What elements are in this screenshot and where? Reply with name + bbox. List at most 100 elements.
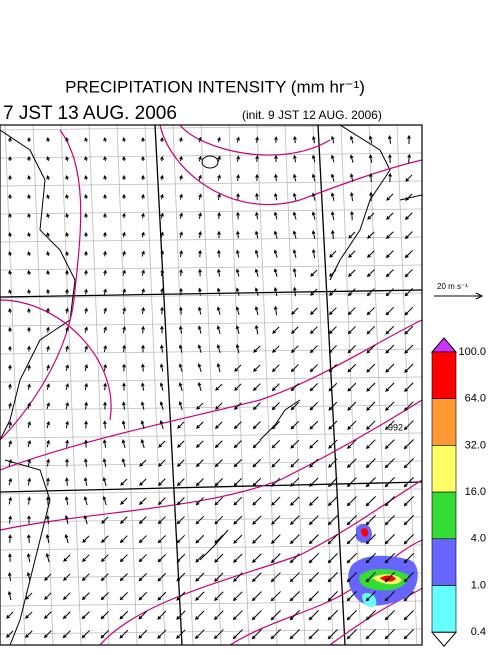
- contour-label: 992: [388, 422, 403, 432]
- wind-arrow: [103, 420, 107, 429]
- wind-arrow: [403, 534, 414, 545]
- grid-line: [4, 125, 26, 645]
- wind-arrow: [388, 172, 392, 183]
- wind-arrow: [292, 211, 297, 220]
- wind-arrow: [308, 591, 319, 602]
- wind-arrow: [176, 553, 186, 563]
- isobar: [229, 539, 422, 645]
- wind-arrow: [138, 516, 147, 525]
- grid-line: [0, 264, 422, 271]
- wind-arrow: [8, 553, 12, 562]
- wind-arrow: [255, 173, 259, 182]
- wind-arrow: [387, 135, 392, 144]
- wind-arrow: [214, 515, 224, 525]
- wind-arrow: [198, 268, 202, 277]
- wind-arrow: [252, 477, 262, 487]
- wind-arrow: [65, 194, 69, 200]
- coast: [0, 129, 76, 441]
- graticule: [0, 125, 422, 645]
- wind-arrow: [159, 420, 164, 430]
- wind-arrow: [309, 458, 319, 468]
- wind-arrow: [139, 459, 147, 467]
- grid-line: [0, 628, 422, 635]
- wind-arrow: [177, 421, 185, 429]
- coast: [399, 194, 422, 201]
- wind-arrow: [178, 382, 183, 391]
- wind-arrow: [157, 553, 167, 563]
- isobar: [0, 399, 422, 531]
- wind-arrow: [27, 458, 32, 467]
- wind-arrow: [252, 553, 262, 563]
- wind-arrow: [63, 554, 71, 562]
- wind-arrow: [311, 211, 316, 220]
- wind-arrow: [309, 439, 319, 449]
- wind-arrow: [251, 629, 262, 640]
- wind-arrow: [252, 458, 262, 468]
- wind-arrow: [27, 421, 31, 429]
- wind-arrow: [84, 269, 88, 276]
- wind-arrow: [8, 421, 12, 428]
- wind-arrow: [329, 288, 337, 296]
- wind-arrow: [179, 136, 183, 143]
- wind-arrow: [328, 439, 338, 449]
- wind-arrow: [198, 212, 202, 219]
- wind-arrow: [122, 174, 126, 181]
- wind-arrow: [289, 629, 300, 640]
- wind-arrow: [84, 439, 88, 448]
- wind-arrow: [160, 287, 164, 296]
- wind-arrow: [214, 421, 223, 430]
- wind-arrow: [365, 553, 376, 564]
- wind-arrow: [27, 515, 31, 524]
- wind-arrow: [83, 458, 88, 467]
- wind-arrow: [350, 210, 354, 221]
- wind-arrow: [65, 232, 69, 238]
- wind-arrow: [46, 458, 51, 467]
- wind-arrow: [385, 401, 395, 411]
- wind-arrow: [84, 231, 88, 238]
- wind-arrow: [102, 458, 107, 467]
- wind-arrow: [84, 194, 88, 200]
- wind-arrow: [292, 267, 297, 278]
- wind-arrow: [233, 515, 243, 525]
- wind-arrow: [103, 193, 107, 200]
- wind-arrow: [140, 382, 145, 391]
- wind-arrow: [63, 573, 71, 581]
- wind-arrow: [290, 364, 299, 373]
- wind-arrow: [255, 136, 259, 143]
- wind-arrow: [254, 268, 259, 277]
- wind-arrow: [27, 534, 31, 543]
- wind-arrow: [233, 496, 243, 506]
- wind-arrow: [46, 345, 50, 352]
- wind-arrow: [214, 459, 223, 468]
- wind-arrow: [273, 230, 278, 239]
- wind-arrow: [44, 573, 52, 581]
- wind-arrow: [157, 591, 167, 601]
- grid-line: [0, 600, 422, 607]
- wind-arrow: [81, 611, 90, 620]
- wind-arrow: [251, 610, 262, 621]
- wind-arrow: [327, 553, 338, 564]
- wind-arrow: [8, 136, 12, 143]
- wind-arrow: [385, 250, 394, 259]
- wind-arrow: [289, 534, 300, 545]
- grid-line: [88, 125, 110, 645]
- wind-arrow: [160, 174, 164, 181]
- wind-arrow: [8, 383, 12, 390]
- wind-arrow: [290, 420, 300, 430]
- wind-arrow: [347, 401, 357, 411]
- wind-arrow: [272, 345, 280, 353]
- wind-arrow: [328, 420, 338, 430]
- wind-arrow: [157, 610, 167, 620]
- wind-arrow: [328, 382, 338, 392]
- wind-arrow: [328, 326, 337, 335]
- wind-arrow: [271, 534, 281, 544]
- wind-arrow: [235, 343, 240, 354]
- wind-arrow: [308, 572, 319, 583]
- colorbar-label: 100.0: [458, 346, 486, 358]
- wind-arrow: [65, 345, 69, 352]
- wind-arrow: [103, 326, 107, 333]
- wind-arrow: [179, 268, 183, 277]
- wind-arrow: [46, 269, 50, 276]
- wind-arrow: [254, 249, 259, 258]
- wind-arrow: [122, 363, 126, 372]
